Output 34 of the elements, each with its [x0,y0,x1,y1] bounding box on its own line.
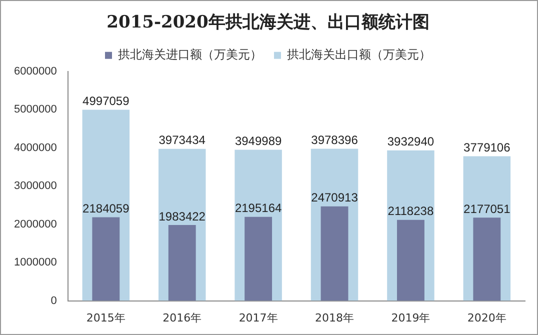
data-label: 3779106 [464,140,511,155]
data-label: 2118238 [388,204,434,218]
chart-title: 2015-2020年拱北海关进、出口额统计图 [106,12,430,33]
data-label: 3932940 [387,134,434,149]
bar [396,220,424,301]
bar [168,224,196,301]
data-label: 2470913 [311,190,358,205]
bar [473,218,501,301]
y-tick-label: 3000000 [14,180,57,192]
y-tick-label: 4000000 [14,142,57,154]
data-label: 3949989 [234,134,282,148]
data-label: 1983422 [158,209,206,224]
y-tick-label: 6000000 [14,65,57,78]
data-label: 2177051 [464,202,511,216]
y-tick-label: 1000000 [14,256,57,269]
data-label: 2195164 [234,201,282,216]
y-tick-label: 0 [50,294,57,307]
data-label: 2184059 [82,202,130,216]
x-tick-label: 2015年 [86,311,126,324]
data-label: 4997059 [82,94,130,108]
y-tick-label: 5000000 [14,104,57,116]
legend-label: 拱北海关进口额（万美元） [118,48,262,62]
x-tick-label: 2018年 [315,311,354,324]
bar [244,216,272,301]
legend-label: 拱北海关出口额（万美元） [287,48,431,62]
y-tick-label: 2000000 [14,218,57,230]
x-tick-label: 2019年 [391,311,430,324]
x-tick-label: 2016年 [162,311,202,324]
bar [92,217,120,301]
x-tick-label: 2020年 [467,311,506,324]
data-label: 3978396 [311,133,358,148]
bar [320,206,348,301]
x-tick-label: 2017年 [238,311,278,324]
data-label: 3973434 [158,133,206,148]
